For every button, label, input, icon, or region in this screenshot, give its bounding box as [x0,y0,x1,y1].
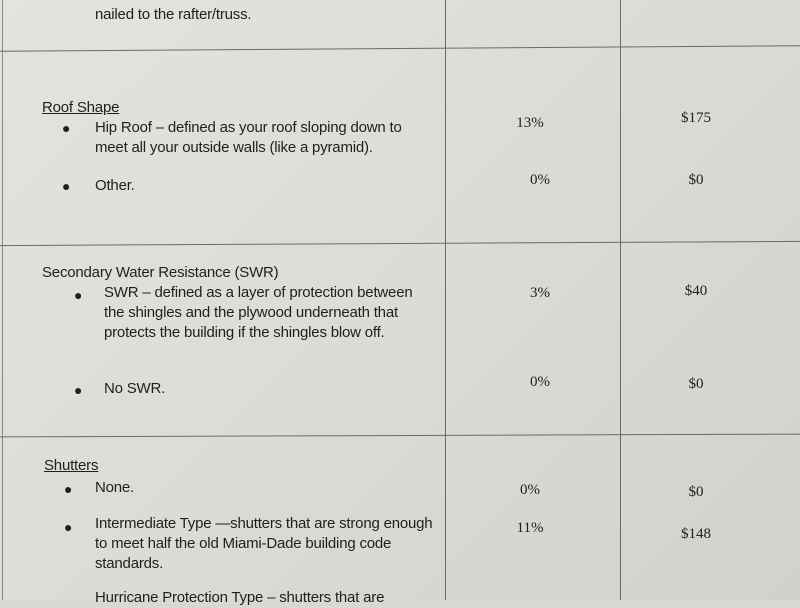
column-divider [620,0,621,600]
column-divider [445,0,446,600]
row-divider [0,240,800,247]
section-heading: Shutters [44,457,99,474]
discount-amount: $0 [688,484,704,500]
list-item: No SWR. [104,380,166,397]
section-heading: Secondary Water Resistance (SWR) [42,264,279,281]
discount-amount: $0 [688,172,704,188]
list-item: Hip Roof – defined as your roof sloping … [95,119,402,156]
discount-percent: 3% [530,285,550,301]
table-border [2,0,3,600]
discount-amount: $175 [681,110,711,126]
discount-percent: 0% [520,482,540,498]
list-item: Hurricane Protection Type – shutters tha… [95,589,385,606]
list-item: Intermediate Type —shutters that are str… [95,515,433,572]
row-divider [0,433,800,438]
section-heading: Roof Shape [42,99,120,116]
discount-percent: 0% [530,374,550,390]
bullet-icon: ● [74,382,83,398]
bullet-icon: ● [62,120,71,136]
list-item: None. [95,479,135,496]
discount-amount: $40 [684,283,708,299]
discount-percent: 0% [530,172,550,188]
bullet-icon: ● [62,178,71,194]
list-item: SWR – defined as a layer of protection b… [104,284,413,341]
discount-percent: 11% [516,520,544,536]
row-divider [0,45,800,52]
bullet-icon: ● [74,287,83,303]
discount-amount: $0 [688,376,704,392]
text-fragment: nailed to the rafter/truss. [95,6,252,23]
discount-percent: 13% [516,115,544,131]
discount-amount: $148 [681,526,711,542]
bullet-icon: ● [64,481,73,497]
bullet-icon: ● [64,519,73,535]
list-item: Other. [95,177,135,194]
